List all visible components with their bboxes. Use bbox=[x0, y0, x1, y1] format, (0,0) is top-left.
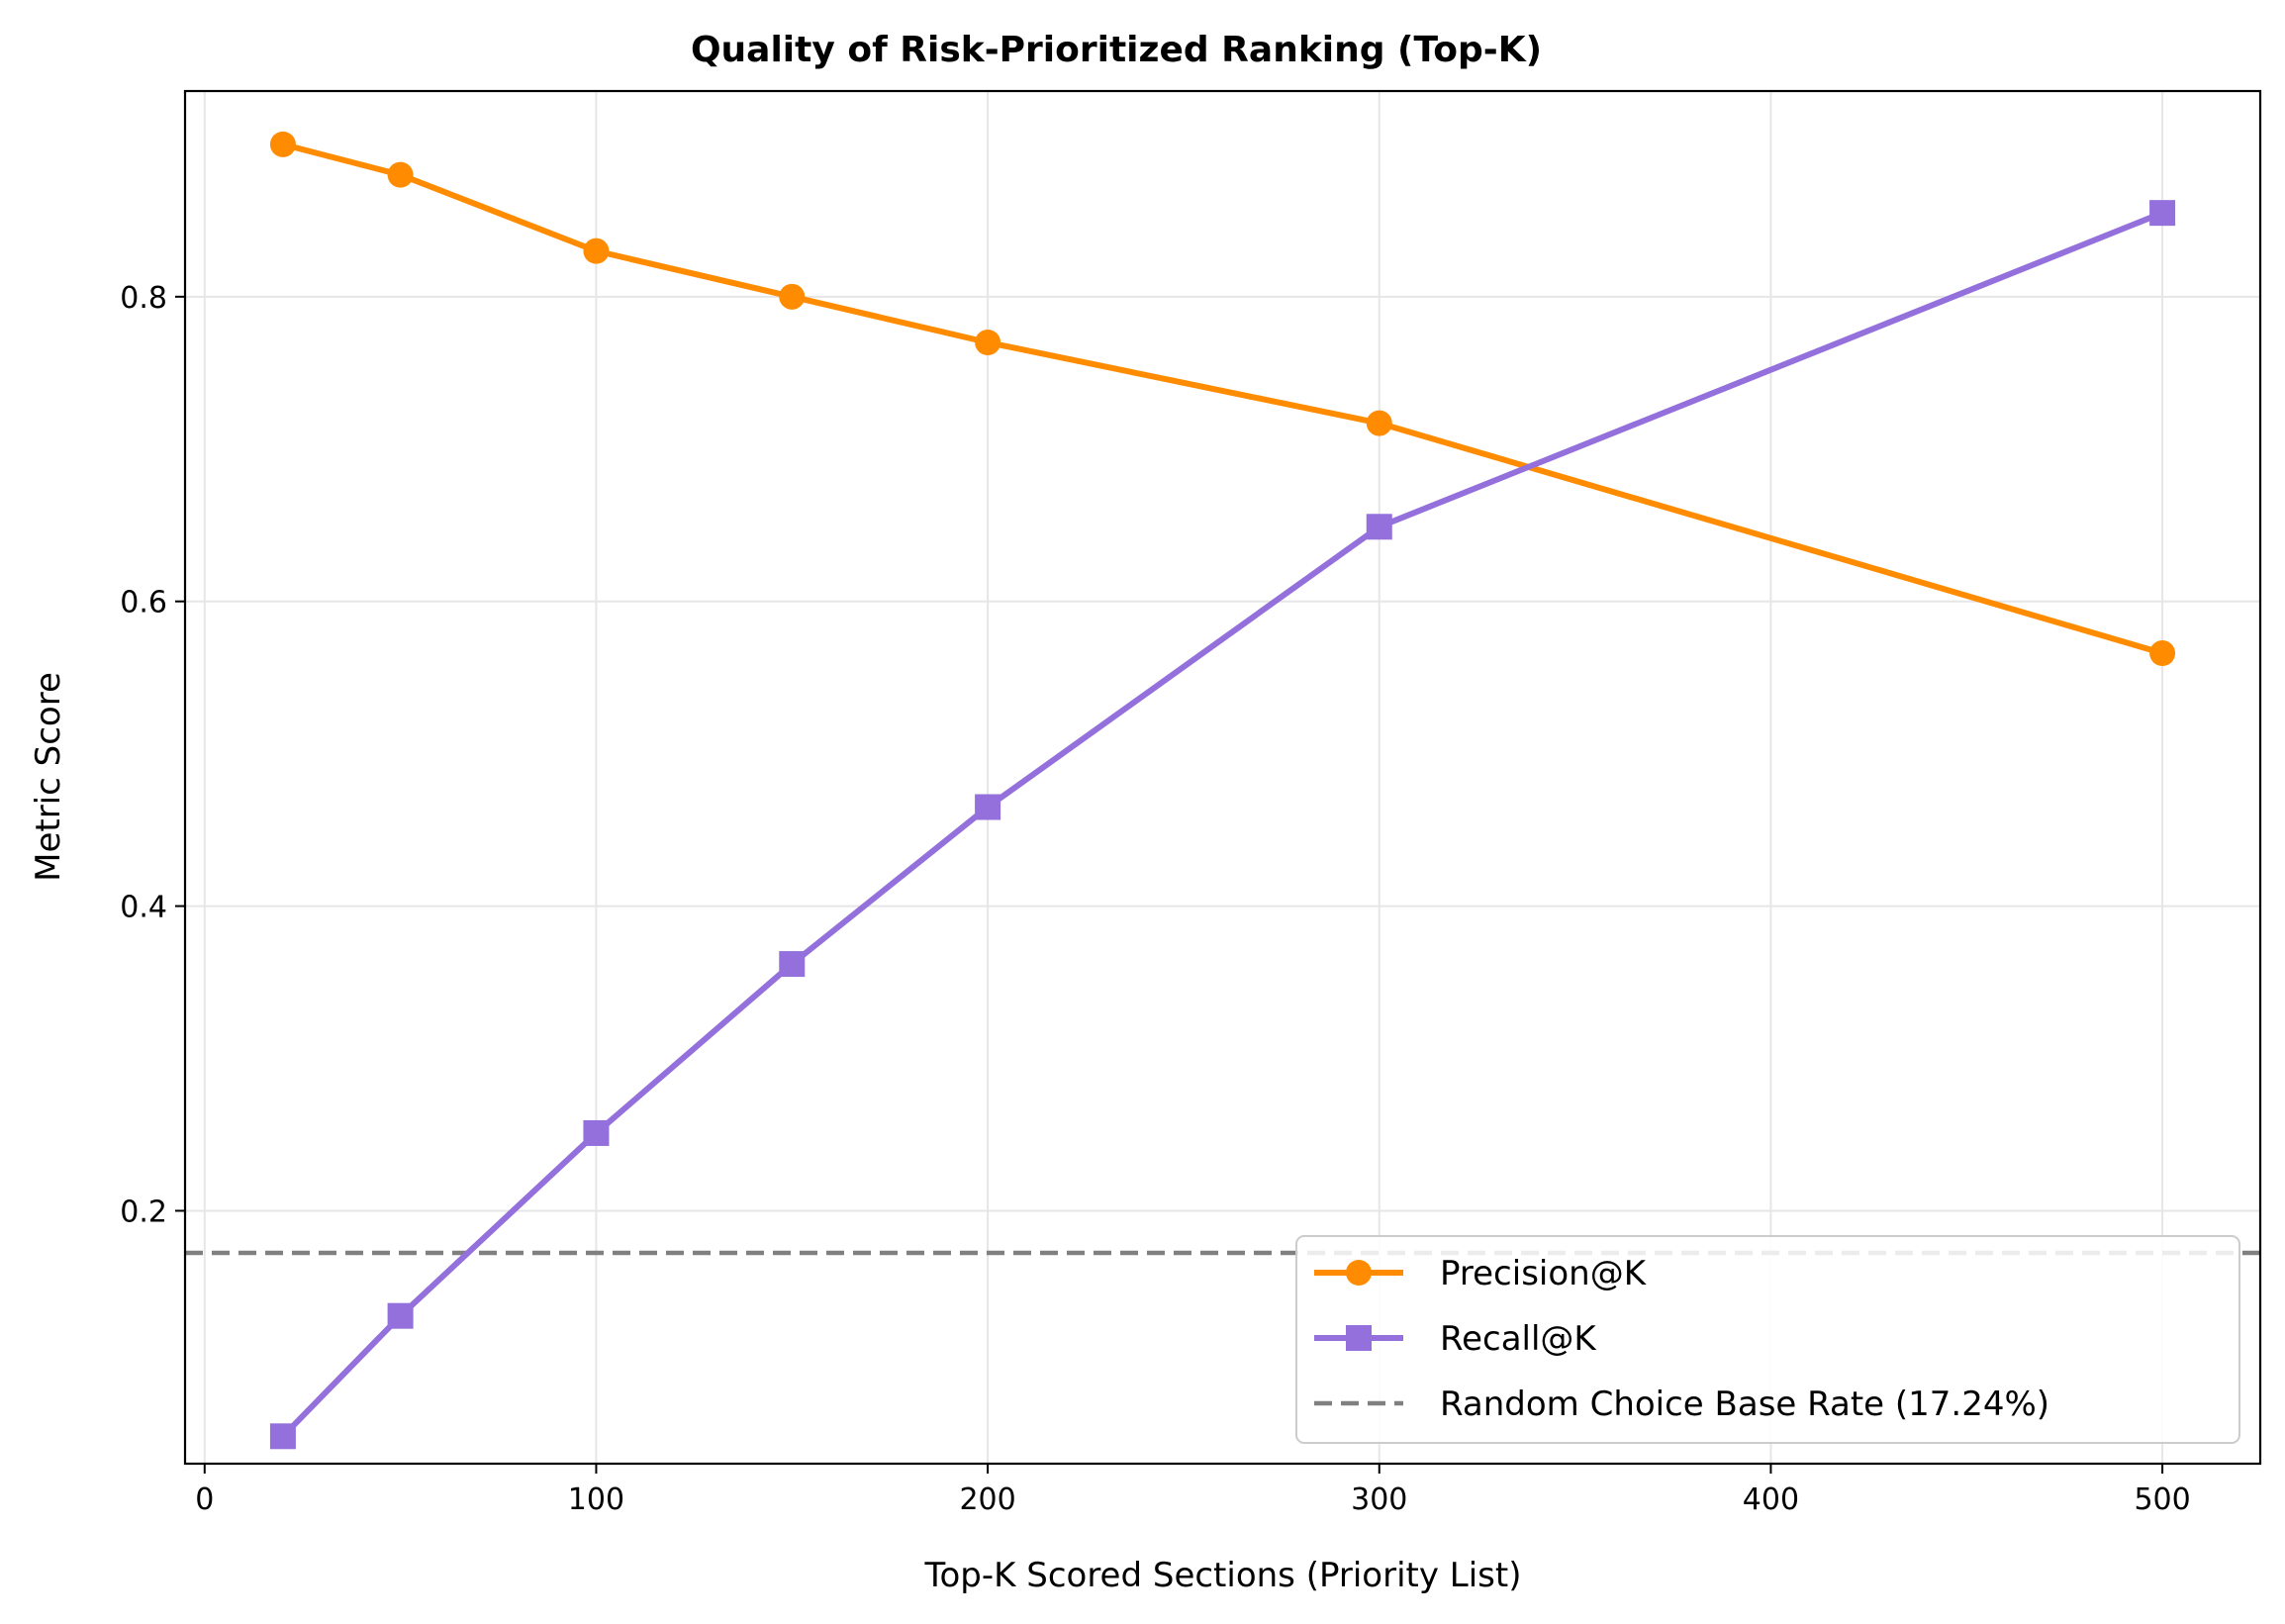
x-tick-label: 500 bbox=[2134, 1482, 2190, 1517]
x-tick-label: 300 bbox=[1351, 1482, 1407, 1517]
recall-k-point bbox=[2149, 200, 2176, 227]
legend-item-random-choice-base-rate-17-24: Random Choice Base Rate (17.24%) bbox=[1314, 1385, 2049, 1424]
x-axis-ticks: 0 100 200 300 400 500 bbox=[195, 1464, 2191, 1517]
legend-label: Recall@K bbox=[1440, 1319, 1597, 1359]
y-axis-label: Metric Score bbox=[29, 672, 68, 882]
series-precision-k bbox=[269, 131, 2176, 667]
legend-swatch-marker bbox=[1346, 1260, 1372, 1286]
legend-label: Random Choice Base Rate (17.24%) bbox=[1440, 1385, 2049, 1424]
y-tick-label: 0.4 bbox=[120, 891, 167, 925]
recall-k-point bbox=[1366, 514, 1392, 540]
y-tick-label: 0.6 bbox=[120, 586, 167, 621]
recall-k-point bbox=[269, 1423, 296, 1450]
legend-item-recall-k: Recall@K bbox=[1314, 1319, 1597, 1359]
recall-k-point bbox=[583, 1119, 610, 1146]
series-layer bbox=[269, 131, 2176, 1450]
precision-k-point bbox=[975, 330, 1001, 356]
precision-k-point bbox=[583, 238, 610, 264]
precision-k-point bbox=[269, 131, 296, 157]
precision-k-point bbox=[1366, 410, 1392, 436]
precision-k-point bbox=[387, 161, 414, 188]
grid bbox=[185, 91, 2260, 1464]
legend-swatch-marker bbox=[1346, 1325, 1372, 1351]
chart-title: Quality of Risk-Prioritized Ranking (Top… bbox=[691, 30, 1542, 70]
legend-label: Precision@K bbox=[1440, 1254, 1648, 1293]
y-tick-label: 0.2 bbox=[120, 1194, 167, 1229]
y-tick-label: 0.8 bbox=[120, 281, 167, 316]
recall-k-point bbox=[779, 951, 806, 978]
recall-k-point bbox=[975, 794, 1001, 820]
x-axis-label: Top-K Scored Sections (Priority List) bbox=[924, 1556, 1522, 1595]
legend-item-precision-k: Precision@K bbox=[1314, 1254, 1648, 1293]
x-tick-label: 100 bbox=[568, 1482, 624, 1517]
x-tick-label: 0 bbox=[195, 1482, 214, 1517]
y-axis-ticks: 0.2 0.4 0.6 0.8 bbox=[120, 281, 185, 1229]
precision-k-point bbox=[2149, 640, 2176, 667]
plot-frame bbox=[183, 89, 2262, 1466]
x-tick-label: 400 bbox=[1743, 1482, 1799, 1517]
legend-frame bbox=[1295, 1235, 2240, 1444]
series-recall-k bbox=[269, 200, 2176, 1450]
recall-k-point bbox=[387, 1302, 414, 1329]
x-tick-label: 200 bbox=[959, 1482, 1015, 1517]
legend: Precision@K Recall@K Random Choice Base Ra… bbox=[1295, 1235, 2240, 1444]
precision-k-point bbox=[779, 283, 806, 310]
